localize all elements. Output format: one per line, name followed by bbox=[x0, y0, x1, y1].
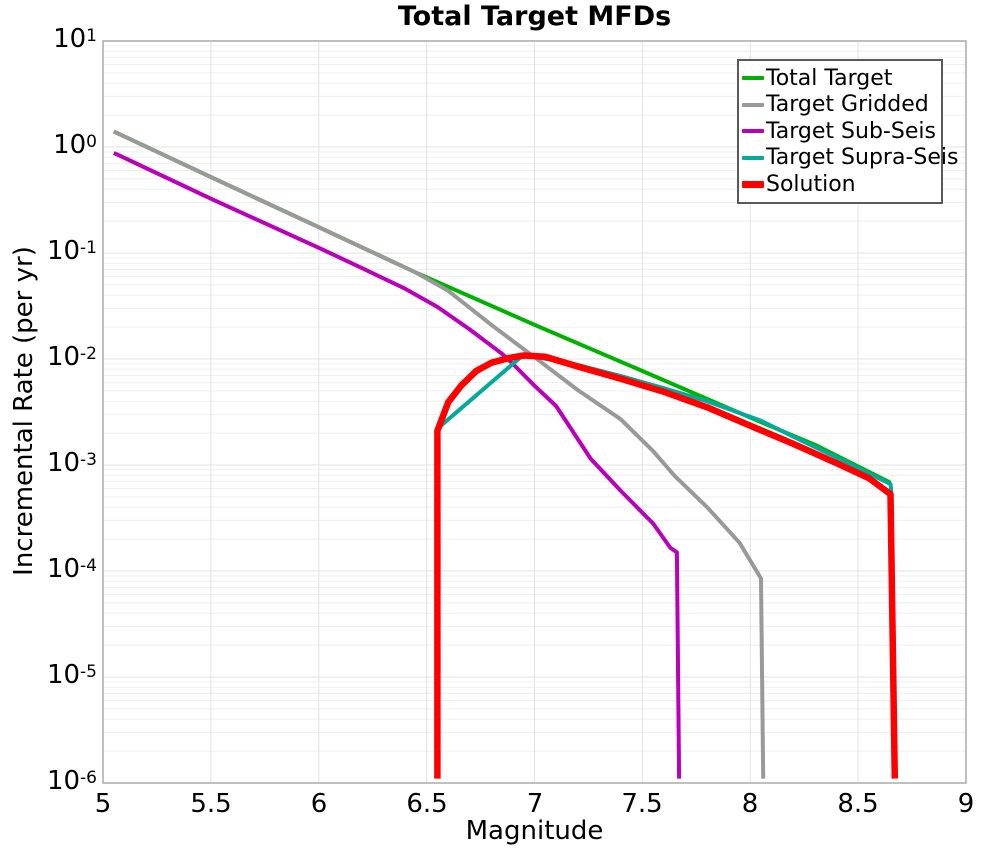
legend-item: Total Target bbox=[742, 65, 937, 92]
series-target-gridded bbox=[112, 129, 766, 779]
legend-line-swatch-icon bbox=[742, 102, 764, 107]
x-tick-label: 5 bbox=[94, 789, 112, 819]
series-group bbox=[112, 129, 899, 779]
y-tick-label: 10-6 bbox=[46, 766, 97, 796]
legend-line-swatch-icon bbox=[742, 155, 764, 160]
legend-line-swatch-icon bbox=[742, 129, 764, 134]
y-tick-label: 100 bbox=[53, 130, 97, 160]
chart-title: Total Target MFDs bbox=[397, 1, 672, 32]
legend-item: Target Gridded bbox=[742, 92, 937, 119]
plot-frame bbox=[102, 40, 967, 784]
y-tick-label: 10-2 bbox=[46, 342, 97, 372]
legend-item: Target Sub-Seis bbox=[742, 118, 937, 145]
legend-label: Total Target bbox=[766, 65, 893, 91]
x-tick-label: 9 bbox=[957, 789, 975, 819]
legend-line-swatch-icon bbox=[742, 180, 764, 188]
x-tick-label: 8 bbox=[741, 789, 759, 819]
legend-label: Target Supra-Seis bbox=[766, 145, 959, 171]
legend-label: Solution bbox=[766, 171, 856, 197]
legend-label: Target Gridded bbox=[766, 92, 929, 118]
x-tick-label: 6 bbox=[310, 789, 328, 819]
legend-item: Target Supra-Seis bbox=[742, 145, 958, 172]
series-solution bbox=[434, 352, 899, 779]
legend-label: Target Sub-Seis bbox=[766, 118, 936, 144]
x-tick-label: 8.5 bbox=[837, 789, 879, 819]
x-tick-label: 6.5 bbox=[406, 789, 448, 819]
legend: Total Target Target Gridded Target Sub-Sei… bbox=[737, 59, 958, 204]
y-tick-label: 10-3 bbox=[46, 448, 97, 478]
x-tick-label: 5.5 bbox=[190, 789, 232, 819]
y-tick-label: 10-1 bbox=[46, 236, 97, 266]
legend-line-swatch-icon bbox=[742, 76, 764, 81]
y-tick-label: 10-4 bbox=[46, 554, 97, 584]
x-tick-label: 7 bbox=[526, 789, 544, 819]
legend-item: Solution bbox=[742, 171, 937, 198]
x-tick-label: 7.5 bbox=[621, 789, 663, 819]
y-tick-label: 101 bbox=[53, 24, 97, 54]
x-axis-label: Magnitude bbox=[465, 816, 604, 846]
y-tick-label: 10-5 bbox=[46, 660, 97, 690]
